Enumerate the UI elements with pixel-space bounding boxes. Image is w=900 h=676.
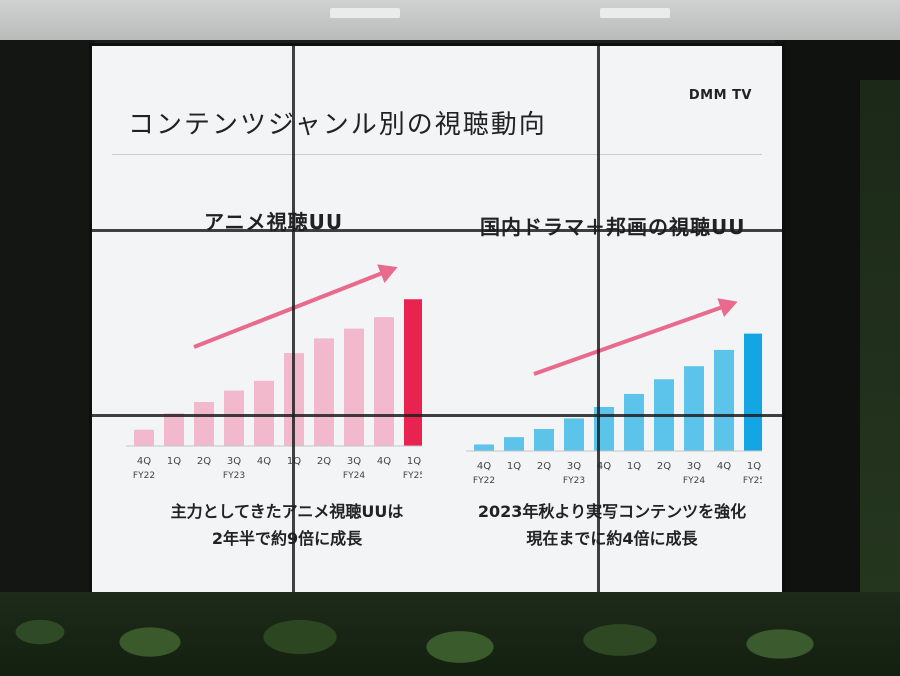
bar — [564, 418, 584, 451]
fiscal-year-label: FY23 — [223, 471, 245, 481]
plant-right — [860, 80, 900, 600]
x-tick-label: 3Q — [227, 456, 241, 467]
fiscal-year-label: FY22 — [133, 471, 155, 481]
trend-arrowhead — [717, 298, 738, 318]
x-tick-label: 4Q — [257, 456, 271, 467]
bar — [224, 390, 244, 446]
drama-caption: 2023年秋より実写コンテンツを強化 現在までに約4倍に成長 — [462, 498, 762, 552]
x-tick-label: 4Q — [717, 461, 731, 472]
bar — [744, 333, 762, 451]
ceiling-light — [330, 8, 400, 18]
presentation-screen: コンテンツジャンル別の視聴動向 DMM TV アニメ視聴UU 国内ドラマ＋邦画の… — [92, 46, 782, 602]
fiscal-year-label: FY24 — [343, 471, 365, 481]
bar — [314, 338, 334, 446]
screen-bezel — [92, 414, 782, 417]
x-tick-label: 1Q — [407, 456, 421, 467]
fiscal-year-label: FY25 — [403, 471, 422, 481]
x-tick-label: 3Q — [567, 461, 581, 472]
x-tick-label: 2Q — [317, 456, 331, 467]
fiscal-year-label: FY22 — [473, 476, 495, 486]
fiscal-year-label: FY23 — [563, 476, 585, 486]
bar — [374, 317, 394, 446]
title-divider — [112, 154, 762, 155]
x-tick-label: 4Q — [137, 456, 151, 467]
slide-title: コンテンツジャンル別の視聴動向 — [128, 109, 547, 139]
x-tick-label: 4Q — [597, 461, 611, 472]
trend-arrow — [533, 301, 733, 376]
trend-arrowhead — [377, 264, 398, 283]
ceiling — [0, 0, 900, 40]
foreground-plants — [0, 592, 900, 676]
drama-bar-chart: 4Q 1Q 2Q 3Q 4Q 1Q 2Q 3Q 4Q 1Q FY22 FY23 FY24 FY25 — [462, 256, 762, 496]
x-tick-label: 2Q — [657, 461, 671, 472]
screen-bezel — [597, 46, 600, 602]
x-tick-label: 4Q — [477, 461, 491, 472]
bar — [714, 349, 734, 451]
x-tick-label: 1Q — [507, 461, 521, 472]
drama-caption-line1: 2023年秋より実写コンテンツを強化 — [477, 502, 747, 521]
screen-bezel — [92, 229, 782, 232]
bar — [684, 366, 704, 451]
bar — [624, 393, 644, 451]
chart-svg: 4Q 1Q 2Q 3Q 4Q 1Q 2Q 3Q 4Q 1Q FY22 FY23 FY24 FY25 — [466, 298, 762, 486]
ceiling-light — [600, 8, 670, 18]
x-tick-label: 1Q — [747, 461, 761, 472]
screen-bezel — [292, 46, 295, 602]
bar — [534, 428, 554, 451]
drama-caption-line2: 現在までに約4倍に成長 — [526, 529, 698, 548]
drama-chart-title: 国内ドラマ＋邦画の視聴UU — [480, 215, 746, 239]
x-tick-label: 4Q — [377, 456, 391, 467]
x-tick-label: 3Q — [347, 456, 361, 467]
bar — [344, 328, 364, 446]
anime-caption: 主力としてきたアニメ視聴UUは 2年半で約9倍に成長 — [142, 498, 432, 552]
bar — [254, 380, 274, 446]
fiscal-year-label: FY25 — [743, 476, 762, 486]
x-tick-label: 2Q — [537, 461, 551, 472]
bar — [134, 429, 154, 446]
x-tick-label: 2Q — [197, 456, 211, 467]
bar — [164, 413, 184, 446]
anime-bar-chart: 4Q1Q2Q3Q4Q1Q2Q3Q4Q1QFY22FY23FY24FY25 — [122, 251, 422, 491]
anime-caption-line1: 主力としてきたアニメ視聴UUは — [170, 502, 404, 521]
dmm-tv-logo: DMM TV — [688, 88, 752, 103]
x-tick-label: 1Q — [627, 461, 641, 472]
bar — [404, 299, 422, 446]
bar — [504, 437, 524, 451]
fiscal-year-label: FY24 — [683, 476, 705, 486]
bar — [194, 401, 214, 446]
chart-svg: 4Q1Q2Q3Q4Q1Q2Q3Q4Q1QFY22FY23FY24FY25 — [126, 264, 422, 481]
bar — [474, 444, 494, 451]
x-tick-label: 1Q — [167, 456, 181, 467]
wall-left — [0, 40, 95, 620]
anime-caption-line2: 2年半で約9倍に成長 — [211, 529, 363, 548]
x-tick-label: 3Q — [687, 461, 701, 472]
